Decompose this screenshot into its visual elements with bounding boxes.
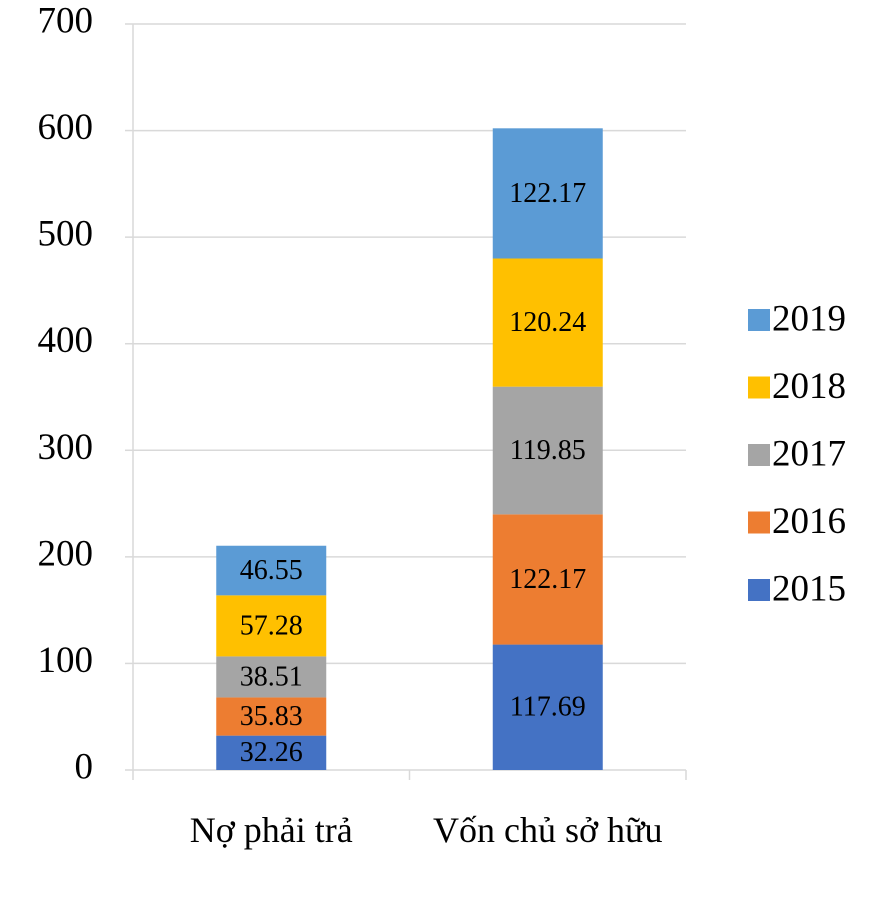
legend-swatch xyxy=(748,511,770,534)
y-tick-label: 400 xyxy=(38,320,94,361)
legend-label: 2018 xyxy=(772,366,846,407)
y-tick-label: 700 xyxy=(38,0,94,41)
data-label: 117.69 xyxy=(510,692,586,723)
x-tick-label: Vốn chủ sở hữu xyxy=(432,810,663,850)
data-label: 32.26 xyxy=(240,737,303,768)
legend-swatch xyxy=(748,309,770,331)
data-label: 122.17 xyxy=(509,178,586,209)
data-label: 120.24 xyxy=(509,307,586,338)
data-label: 38.51 xyxy=(240,661,303,692)
x-tick-label: Nợ phải trả xyxy=(189,810,353,850)
legend-swatch xyxy=(748,376,770,399)
bar-segment xyxy=(216,697,327,736)
bar-segment xyxy=(492,386,603,515)
bar-segment xyxy=(492,258,603,387)
legend-label: 2015 xyxy=(772,568,846,609)
y-tick-label: 100 xyxy=(38,640,94,681)
data-label: 57.28 xyxy=(240,610,303,641)
y-tick-label: 300 xyxy=(38,427,94,468)
bar-segment xyxy=(492,128,603,259)
bar-segment xyxy=(492,644,603,770)
bar-segment xyxy=(216,595,327,657)
legend-label: 2019 xyxy=(772,298,846,339)
legend-label: 2017 xyxy=(772,433,846,474)
bar-segment xyxy=(216,735,327,770)
y-tick-label: 200 xyxy=(38,533,94,574)
y-tick-label: 500 xyxy=(38,214,94,255)
y-tick-label: 600 xyxy=(38,107,94,148)
legend-swatch xyxy=(748,579,770,601)
legend-swatch xyxy=(748,444,770,466)
legend-label: 2016 xyxy=(772,501,846,542)
bar-segment xyxy=(216,545,327,596)
bar-segment xyxy=(492,514,603,645)
data-label: 119.85 xyxy=(510,435,586,466)
y-tick-label: 0 xyxy=(75,746,94,787)
data-label: 35.83 xyxy=(240,701,303,732)
bar-segment xyxy=(216,656,327,698)
data-label: 46.55 xyxy=(240,555,303,586)
data-label: 122.17 xyxy=(509,564,586,595)
